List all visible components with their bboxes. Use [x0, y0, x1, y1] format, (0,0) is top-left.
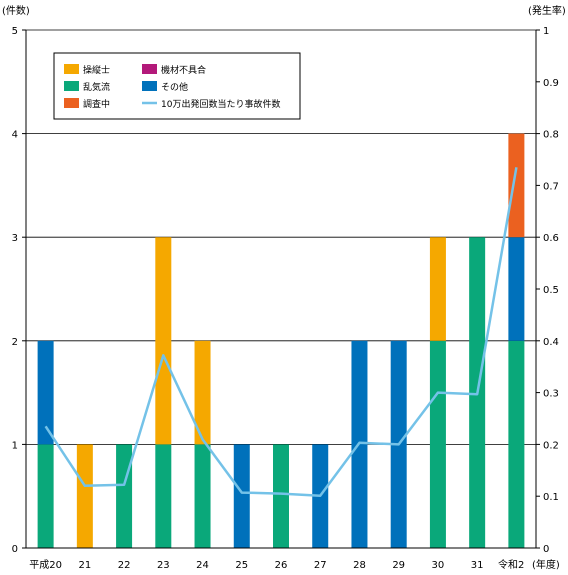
y-axis-right-label: (発生率): [528, 4, 566, 17]
bar-segment: [155, 237, 172, 445]
legend-label: 調査中: [83, 98, 110, 110]
legend-swatch: [64, 81, 79, 91]
bar-segment: [116, 444, 133, 548]
x-tick-label: 30: [432, 560, 445, 571]
gridlines: [26, 29, 536, 445]
x-tick-label: 令和2: [498, 558, 524, 571]
bar-segment: [233, 444, 250, 548]
y-tick-label-left: 1: [12, 440, 18, 451]
x-tick-label: 23: [157, 560, 170, 571]
y-tick-label-right: 0: [543, 544, 549, 555]
x-axis-suffix-label: (年度): [532, 558, 560, 571]
legend-label: 10万出発回数当たり事故件数: [161, 98, 280, 110]
y-tick-label-left: 0: [12, 544, 18, 555]
bar-segment: [508, 340, 525, 548]
bar-segment: [76, 444, 93, 548]
bar-segment: [273, 444, 289, 548]
y-tick-label-left: 5: [12, 26, 18, 37]
legend-swatch: [64, 64, 79, 74]
bar-segment: [429, 237, 446, 341]
y-tick-label-right: 1: [543, 26, 549, 37]
x-tick-label: 22: [118, 560, 131, 571]
y-tick-label-right: 0.3: [543, 389, 559, 400]
y-axis-left-label: (件数): [2, 4, 30, 17]
y-tick-label-right: 0.6: [543, 233, 559, 244]
x-tick-label: 28: [353, 560, 366, 571]
rate-line-path: [44, 167, 518, 497]
y-tick-label-right: 0.2: [543, 440, 559, 451]
x-tick-label: 27: [314, 560, 327, 571]
bar-segment: [508, 237, 525, 341]
y-tick-label-left: 3: [12, 233, 18, 244]
bar-segment: [194, 444, 211, 548]
bar-segment: [194, 340, 211, 445]
bar-segment: [37, 444, 54, 548]
legend-swatch: [142, 81, 157, 91]
y-tick-label-right: 0.9: [543, 78, 559, 89]
legend-swatch: [64, 98, 79, 108]
legend-box: [53, 52, 301, 120]
bar-segment: [508, 133, 525, 238]
bar-segment: [37, 340, 54, 445]
legend-label: 操縦士: [83, 64, 110, 76]
x-tick-label: 29: [392, 560, 405, 571]
x-tick-label: 21: [78, 560, 91, 571]
y-tick-label-right: 0.5: [543, 285, 559, 296]
y-tick-label-left: 2: [12, 337, 18, 348]
bar-segment: [429, 340, 446, 548]
bar-segment: [155, 444, 172, 548]
y-tick-label-right: 0.7: [543, 181, 559, 192]
x-tick-label: 平成20: [29, 559, 62, 571]
legend-swatch: [142, 64, 157, 74]
x-tick-label: 31: [471, 560, 484, 571]
x-tick-label: 26: [275, 560, 288, 571]
legend-label: 乱気流: [83, 81, 110, 93]
x-tick-label: 25: [235, 560, 248, 571]
rate-line: [44, 167, 518, 497]
y-tick-label-right: 0.4: [543, 337, 559, 348]
x-tick-label: 24: [196, 560, 209, 571]
legend-label: その他: [161, 81, 188, 93]
y-tick-label-left: 4: [12, 130, 18, 141]
y-tick-label-right: 0.1: [543, 492, 559, 503]
y-tick-label-right: 0.8: [543, 130, 559, 141]
legend-label: 機材不具合: [161, 64, 206, 76]
